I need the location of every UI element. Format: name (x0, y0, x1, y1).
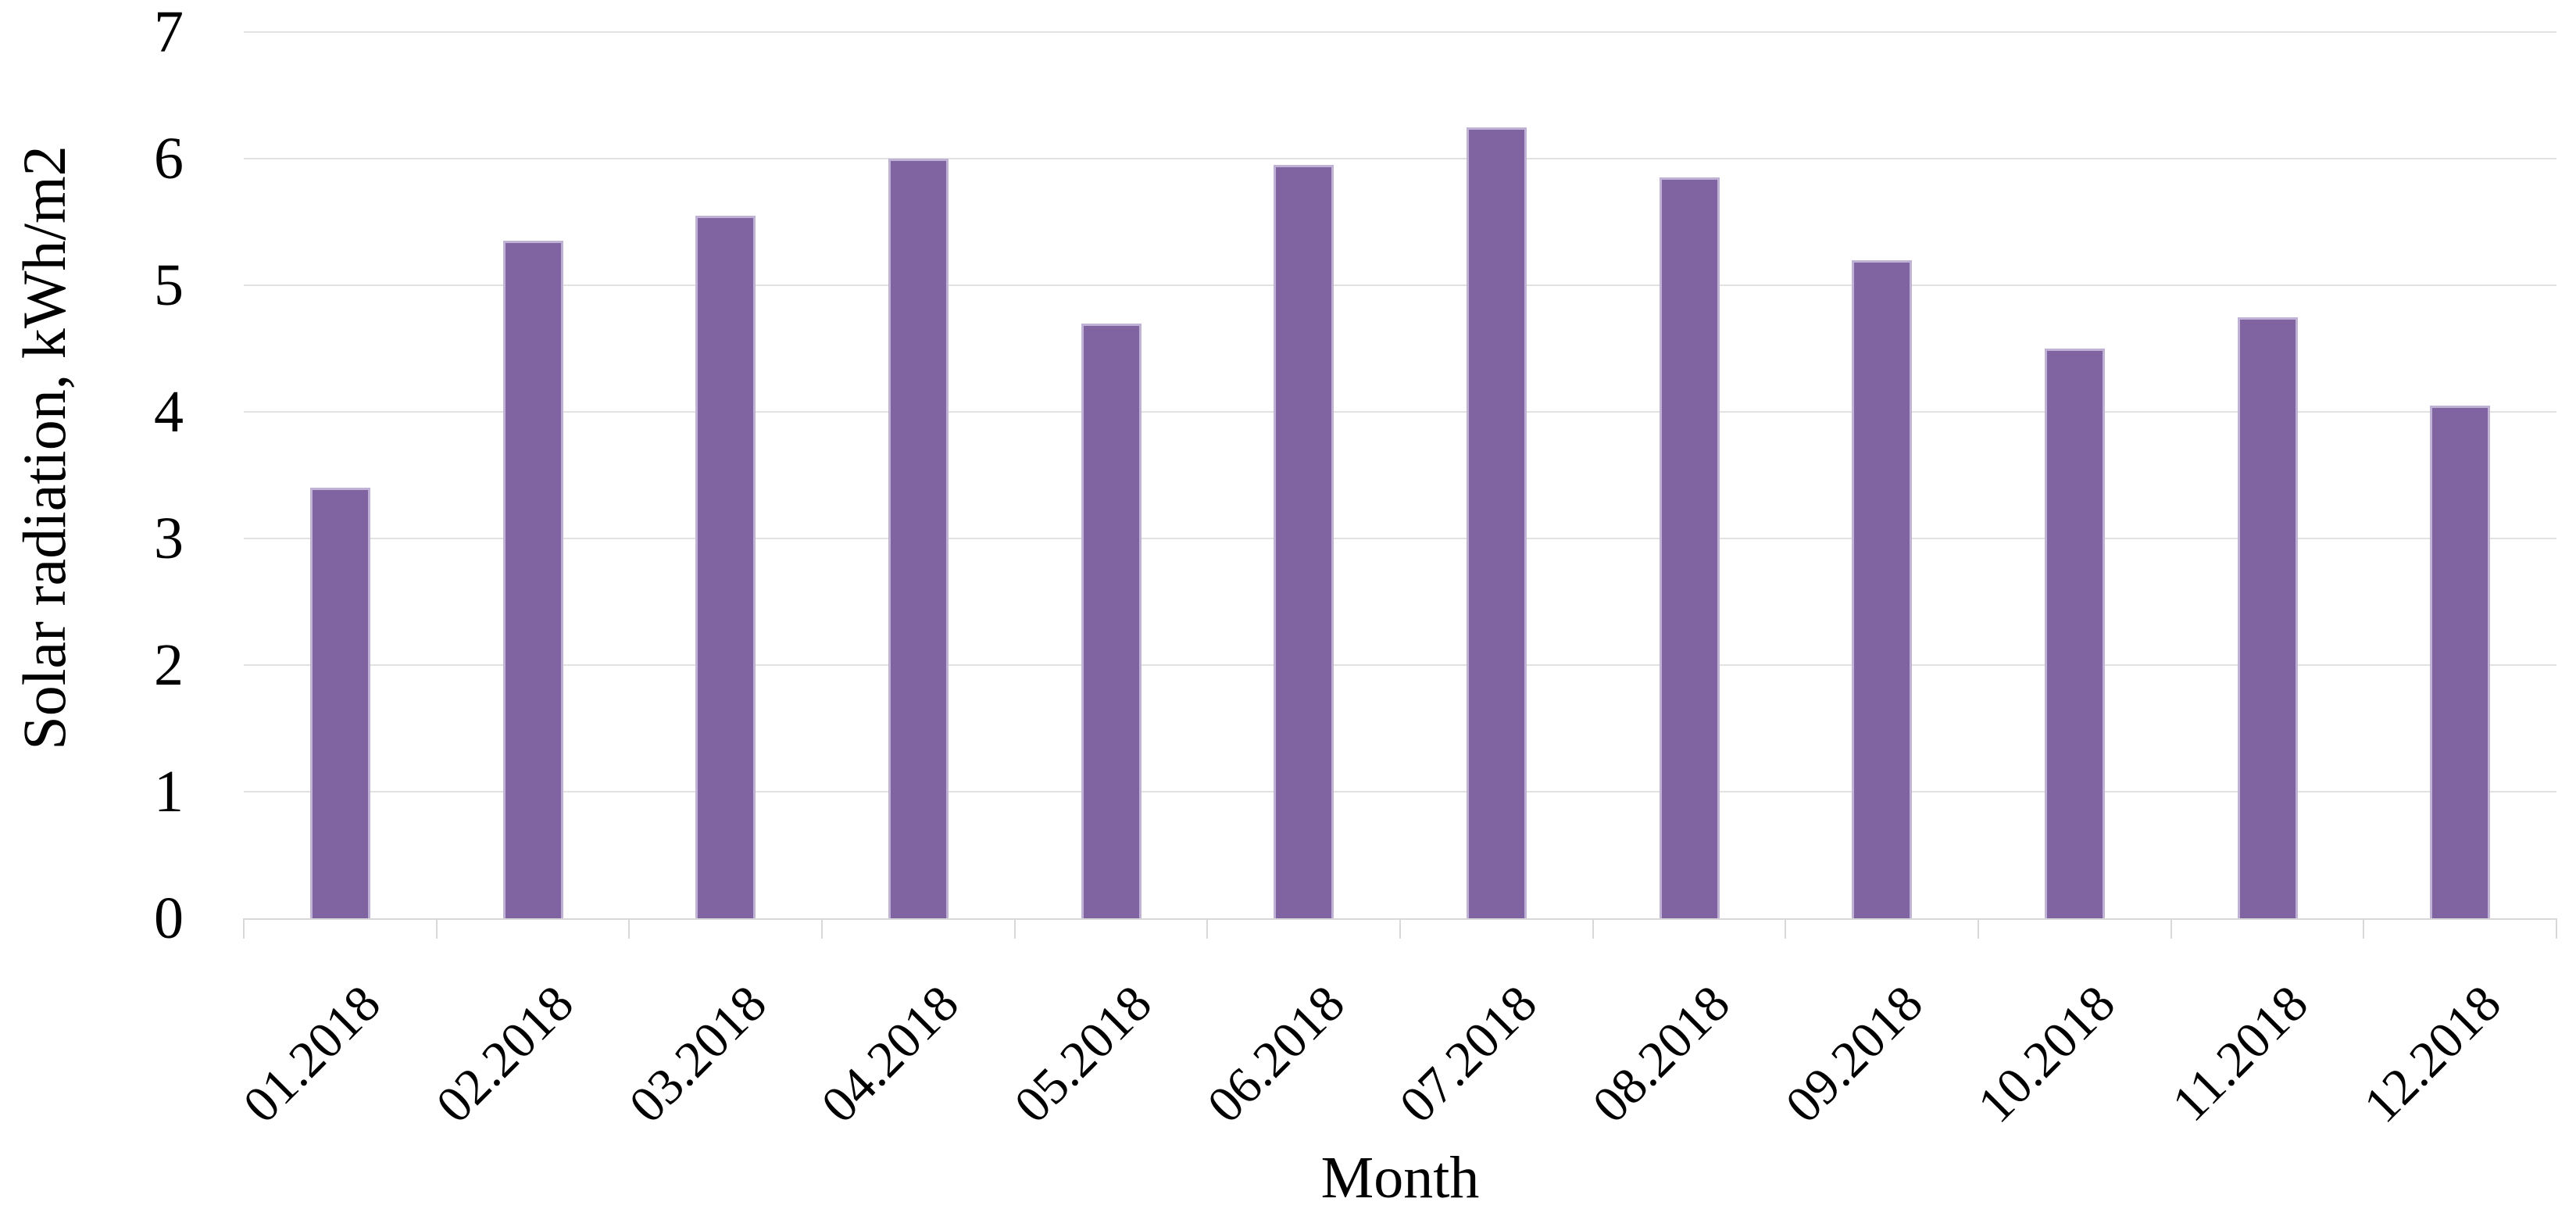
x-axis-tick (2363, 918, 2365, 939)
bar-10.2018 (2044, 349, 2105, 918)
bar-07.2018 (1466, 127, 1527, 918)
x-axis-tick (1978, 918, 1979, 939)
x-axis-tick (435, 918, 438, 939)
x-axis-tick (1592, 918, 1594, 939)
y-tick-label-7: 7 (154, 0, 184, 65)
x-axis-tick (628, 918, 631, 939)
gridline-y4 (244, 411, 2556, 413)
y-tick-label-5: 5 (154, 252, 184, 318)
y-tick-label-0: 0 (154, 885, 184, 951)
bar-01.2018 (309, 488, 370, 918)
y-tick-label-6: 6 (154, 126, 184, 191)
x-axis-title: Month (1320, 1145, 1480, 1211)
x-axis-tick (2170, 918, 2172, 939)
y-tick-label-3: 3 (154, 506, 184, 571)
x-axis-tick (1013, 918, 1016, 939)
gridline-y6 (244, 158, 2556, 159)
x-axis-tick (1785, 918, 1787, 939)
bar-03.2018 (695, 215, 756, 918)
y-tick-label-4: 4 (154, 379, 184, 445)
gridline-y5 (244, 284, 2556, 286)
gridline-y2 (244, 664, 2556, 666)
y-tick-label-1: 1 (154, 759, 184, 825)
gridline-y7 (244, 31, 2556, 33)
x-axis-tick (821, 918, 823, 939)
bar-06.2018 (1274, 165, 1334, 918)
bar-05.2018 (1081, 323, 1142, 918)
x-axis-tick (1399, 918, 1401, 939)
x-axis-tick (2556, 918, 2557, 939)
x-axis-tick (243, 918, 245, 939)
y-tick-label-2: 2 (154, 632, 184, 698)
bar-02.2018 (502, 241, 563, 918)
bar-08.2018 (1659, 177, 1720, 918)
plot-area (244, 31, 2556, 920)
gridline-y1 (244, 791, 2556, 792)
gridline-y3 (244, 538, 2556, 539)
bar-12.2018 (2430, 405, 2491, 918)
x-axis-tick (1206, 918, 1209, 939)
bar-11.2018 (2237, 317, 2298, 918)
bar-04.2018 (888, 159, 949, 918)
bar-09.2018 (1852, 259, 1913, 918)
